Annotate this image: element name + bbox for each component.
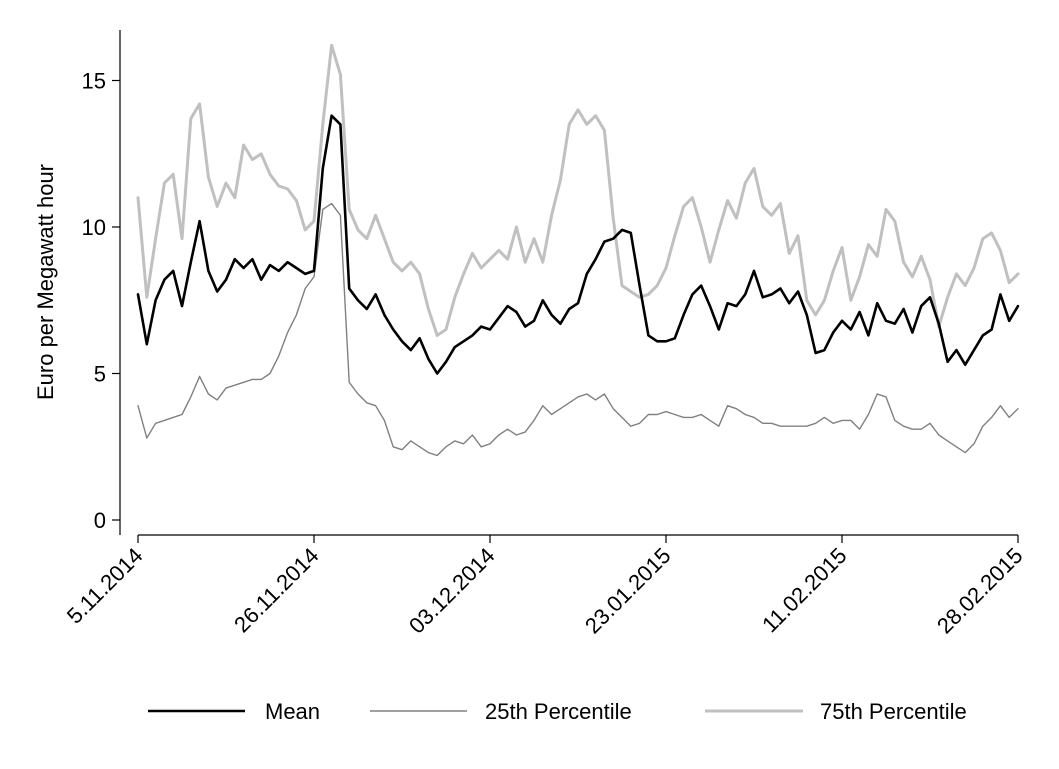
legend-item: 75th Percentile	[705, 699, 967, 724]
y-axis-title: Euro per Megawatt hour	[33, 164, 58, 400]
legend-label: 75th Percentile	[820, 699, 967, 724]
legend-item: 25th Percentile	[370, 699, 632, 724]
series-line-25th-percentile	[137, 202, 1019, 457]
x-tick-label: 28.02.2015	[932, 543, 1028, 639]
axes: 0 5 10 15 5.11.2014 26.11.2014 03.12.2014 23.01…	[62, 30, 1028, 638]
x-tick-label: 11.02.2015	[757, 543, 851, 637]
series-line-mean	[136, 114, 1020, 375]
x-tick-label: 03.12.2014	[404, 543, 500, 639]
y-tick-label: 0	[94, 508, 106, 533]
legend-label: Mean	[265, 699, 320, 724]
legend-label: 25th Percentile	[485, 699, 632, 724]
x-tick-label: 26.11.2014	[229, 543, 323, 637]
y-tick-label: 5	[94, 362, 106, 387]
x-tick-label: 5.11.2014	[62, 543, 148, 629]
legend: Mean 25th Percentile 75th Percentile	[148, 699, 967, 724]
series-lines	[136, 43, 1020, 457]
legend-item: Mean	[148, 699, 320, 724]
series-line-75th-percentile	[136, 43, 1020, 337]
y-tick-label: 10	[82, 215, 106, 240]
x-tick-label: 23.01.2015	[580, 543, 676, 639]
y-tick-label: 15	[82, 69, 106, 94]
